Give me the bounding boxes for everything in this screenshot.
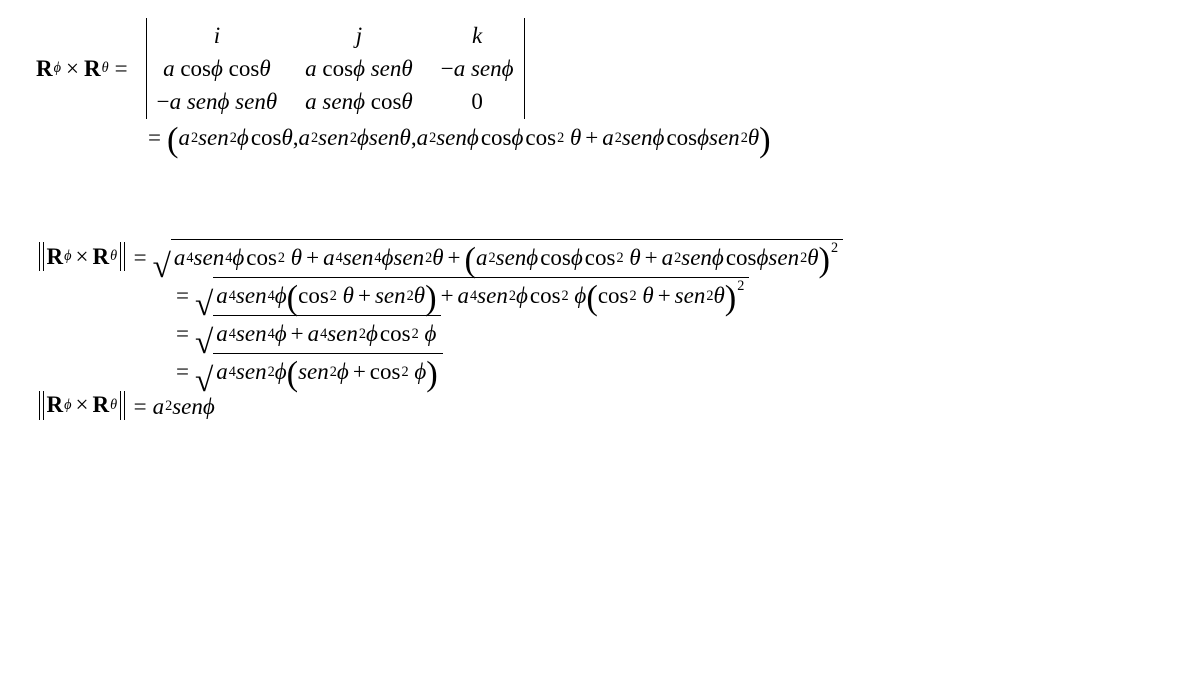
sym-phi: ϕ	[218, 89, 230, 114]
block-gap	[36, 151, 1180, 239]
result-component-3: a2senϕcosϕcos2 θ + a2senϕcosϕsen2θ	[417, 125, 760, 151]
sqrt: √ a4sen2ϕ (sen2ϕ+cos2 ϕ)	[195, 353, 443, 385]
sym-phi: ϕ	[502, 56, 514, 81]
det-cell: k	[441, 24, 514, 47]
subscript-theta: θ	[109, 248, 117, 265]
radicand-2: a4sen4ϕ (cos2 θ+sen2θ) + a4sen2ϕcos2 ϕ (…	[213, 277, 749, 309]
minus-sign: −	[157, 89, 170, 114]
fn-sen: sen	[471, 56, 502, 81]
determinant-bars: i j k a cosϕ cosθ a cosϕ senθ −a senϕ −a…	[142, 18, 529, 119]
det-cell: a cosϕ senθ	[305, 57, 413, 80]
sym-a: a	[163, 56, 175, 81]
symbol-R: R	[36, 57, 53, 80]
symbol-R: R	[93, 244, 110, 270]
equals-sign: =	[128, 394, 153, 420]
fn-cos: cos	[322, 56, 353, 81]
sqrt: √ a4sen4ϕcos2 θ + a4sen4ϕsen2θ + ( a2sen…	[153, 239, 844, 271]
fn-cos: cos	[371, 89, 402, 114]
minus-sign: −	[441, 56, 454, 81]
fn-sen: sen	[235, 89, 266, 114]
cross-product-lhs: R ϕ × R θ =	[36, 57, 142, 80]
radical-icon: √	[195, 374, 213, 387]
det-cell: −a senϕ senθ	[157, 90, 278, 113]
equals-sign: =	[109, 57, 134, 80]
equals-sign: =	[170, 321, 195, 347]
fn-sen: sen	[371, 56, 402, 81]
symbol-R: R	[84, 57, 101, 80]
norm-line-2: = √ a4sen4ϕ (cos2 θ+sen2θ) + a4sen2ϕcos2…	[170, 277, 1180, 309]
radicand-4: a4sen2ϕ (sen2ϕ+cos2 ϕ)	[213, 353, 442, 385]
fn-sen: sen	[322, 89, 353, 114]
det-cell: a senϕ cosθ	[305, 90, 413, 113]
radicand-1: a4sen4ϕcos2 θ + a4sen4ϕsen2θ + ( a2senϕc…	[171, 239, 843, 271]
fn-sen: sen	[187, 89, 218, 114]
unit-k: k	[472, 23, 482, 48]
cross-product-result: = ( a2sen2ϕcosθ , a2sen2ϕsenθ , a2senϕco…	[142, 125, 1180, 151]
equals-sign: =	[128, 245, 153, 271]
norm-line-1: Rϕ × Rθ = √ a4sen4ϕcos2 θ + a4sen4ϕsen2θ…	[36, 239, 1180, 271]
sym-theta: θ	[401, 56, 412, 81]
sym-a: a	[170, 89, 182, 114]
norm-bar	[39, 391, 44, 420]
sym-theta: θ	[259, 56, 270, 81]
result-component-1: a2sen2ϕcosθ	[178, 125, 292, 151]
det-bar-left	[146, 18, 147, 119]
subscript-theta: θ	[101, 61, 109, 75]
symbol-R: R	[47, 392, 64, 418]
symbol-R: R	[47, 244, 64, 270]
det-cell: i	[157, 24, 278, 47]
norm-lhs: Rϕ × Rθ	[36, 391, 128, 420]
cross-product-determinant: R ϕ × R θ = i j k a cosϕ cosθ a cosϕ sen…	[36, 18, 1180, 119]
subscript-phi: ϕ	[63, 397, 71, 414]
unit-j: j	[356, 23, 362, 48]
norm-bar	[39, 242, 44, 271]
det-cell: 0	[441, 90, 514, 113]
symbol-R: R	[93, 392, 110, 418]
determinant-grid: i j k a cosϕ cosθ a cosϕ senθ −a senϕ −a…	[151, 18, 520, 119]
det-cell: a cosϕ cosθ	[157, 57, 278, 80]
equals-sign: =	[142, 125, 167, 151]
subscript-theta: θ	[109, 397, 117, 414]
unit-i: i	[214, 23, 220, 48]
fn-cos: cos	[180, 56, 211, 81]
norm-lhs: Rϕ × Rθ	[36, 242, 128, 271]
radical-icon: √	[195, 298, 213, 311]
subscript-phi: ϕ	[53, 61, 61, 75]
sym-a: a	[454, 56, 466, 81]
sqrt: √ a4sen4ϕ + a4sen2ϕcos2 ϕ	[195, 315, 441, 347]
det-cell: j	[305, 24, 413, 47]
sqrt: √ a4sen4ϕ (cos2 θ+sen2θ) + a4sen2ϕcos2 ϕ…	[195, 277, 749, 309]
sym-phi: ϕ	[211, 56, 223, 81]
norm-line-4: = √ a4sen2ϕ (sen2ϕ+cos2 ϕ)	[170, 353, 1180, 385]
subscript-phi: ϕ	[63, 248, 71, 265]
det-bar-right	[524, 18, 525, 119]
math-page: R ϕ × R θ = i j k a cosϕ cosθ a cosϕ sen…	[0, 0, 1200, 688]
sym-a: a	[305, 89, 317, 114]
zero: 0	[471, 89, 483, 114]
fn-cos: cos	[229, 56, 260, 81]
sym-phi: ϕ	[353, 89, 365, 114]
sym-theta: θ	[401, 89, 412, 114]
equals-sign: =	[170, 359, 195, 385]
radical-icon: √	[195, 336, 213, 349]
norm-bar	[120, 242, 125, 271]
norm-line-3: = √ a4sen4ϕ + a4sen2ϕcos2 ϕ	[170, 315, 1180, 347]
det-cell: −a senϕ	[441, 57, 514, 80]
radicand-3: a4sen4ϕ + a4sen2ϕcos2 ϕ	[213, 315, 441, 347]
sym-a: a	[305, 56, 317, 81]
radical-icon: √	[153, 260, 171, 273]
norm-bar	[120, 391, 125, 420]
result-component-2: a2sen2ϕsenθ	[299, 125, 411, 151]
sym-phi: ϕ	[353, 56, 365, 81]
sym-theta: θ	[266, 89, 277, 114]
times-sign: ×	[61, 57, 84, 80]
times-sign: ×	[72, 244, 93, 270]
equals-sign: =	[170, 283, 195, 309]
times-sign: ×	[72, 392, 93, 418]
norm-derivation: Rϕ × Rθ = √ a4sen4ϕcos2 θ + a4sen4ϕsen2θ…	[36, 239, 1180, 420]
